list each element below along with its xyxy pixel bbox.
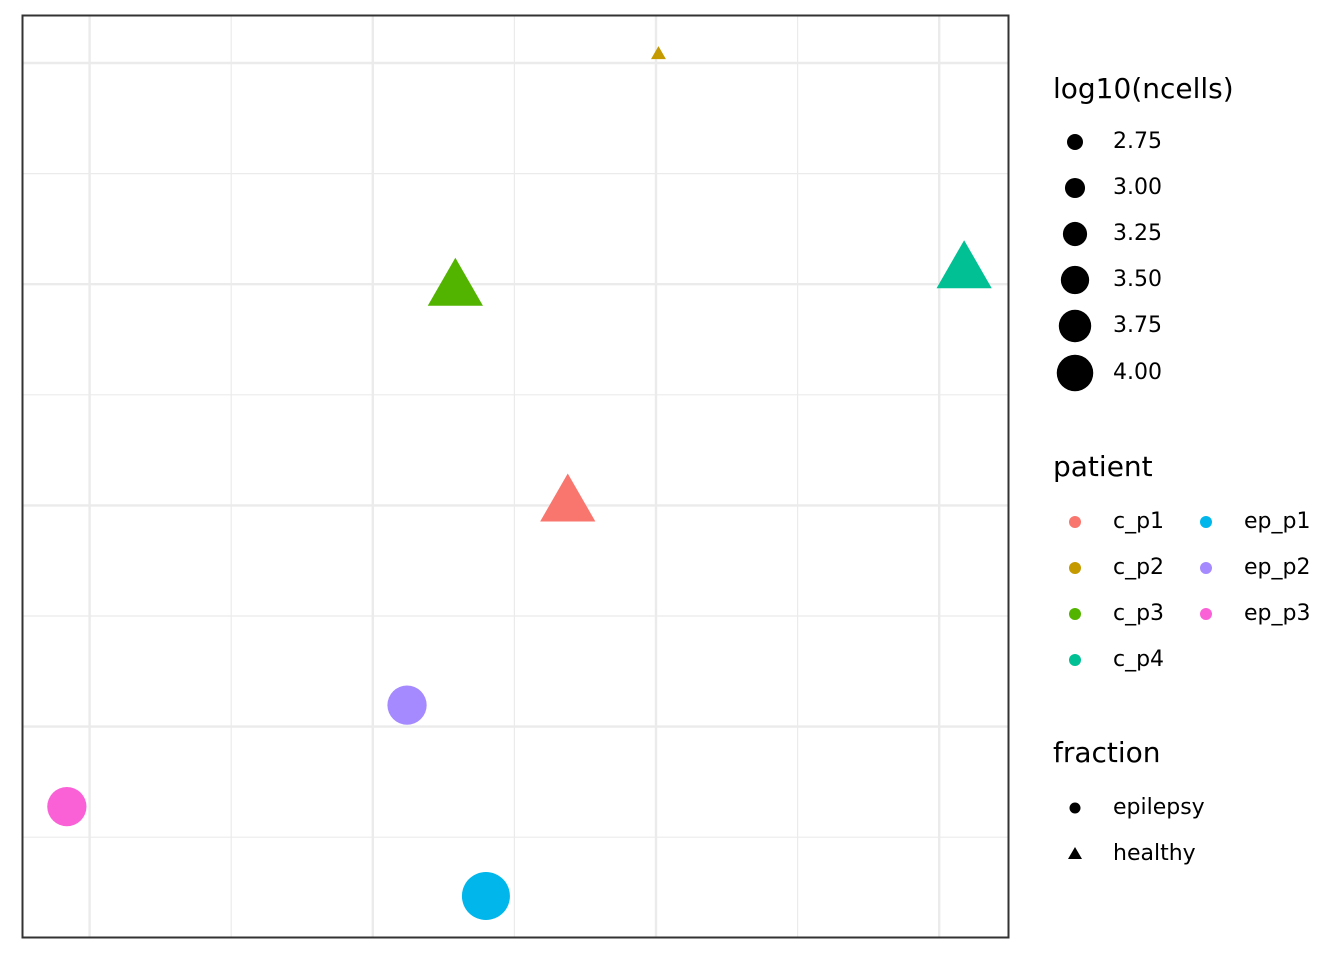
- legend-size-item: 3.25: [1053, 214, 1344, 254]
- size-key-icon: [1053, 306, 1097, 346]
- size-key-icon: [1053, 353, 1097, 393]
- patient-color-key-icon: [1184, 594, 1228, 634]
- patient-color-key-icon: [1184, 502, 1228, 542]
- size-key-circle: [1060, 265, 1090, 295]
- patient-key-dot: [1069, 654, 1081, 666]
- triangle-shape-icon: [1053, 834, 1097, 874]
- grid-lines: [22, 15, 1009, 938]
- legend-fraction-item: epilepsy: [1053, 788, 1344, 828]
- triangle-point-c_p2: [650, 46, 666, 60]
- patient-key-dot: [1200, 516, 1212, 528]
- size-key-circle: [1056, 354, 1094, 392]
- triangle-point-c_p3: [427, 257, 483, 306]
- legend-fraction-item: healthy: [1053, 834, 1344, 874]
- patient-color-key-icon: [1053, 594, 1097, 634]
- legend-patient-item: c_p4: [1053, 640, 1344, 680]
- size-key-icon: [1053, 214, 1097, 254]
- patient-key-dot: [1069, 562, 1081, 574]
- size-key-icon: [1053, 260, 1097, 300]
- legend-size-item: 3.50: [1053, 260, 1344, 300]
- plot-border: [21, 14, 1010, 939]
- patient-color-key-icon: [1053, 502, 1097, 542]
- circle-point-ep_p3: [47, 786, 87, 827]
- legend-patient-item: ep_p2: [1184, 548, 1344, 588]
- patient-key-dot: [1200, 608, 1212, 620]
- legend-patient-item: c_p1: [1053, 502, 1344, 542]
- size-key-circle: [1058, 309, 1092, 343]
- plot-panel: [22, 15, 1009, 938]
- legend-size-item: 2.75: [1053, 122, 1344, 162]
- circle-key: [1069, 802, 1081, 814]
- legend-size-title: log10(ncells): [1053, 72, 1234, 105]
- legend-size-item: 3.00: [1053, 168, 1344, 208]
- circle-point-ep_p2: [387, 685, 427, 725]
- patient-key-dot: [1200, 562, 1212, 574]
- legend-size-item: 4.00: [1053, 353, 1344, 393]
- size-key-icon: [1053, 168, 1097, 208]
- size-key-circle: [1062, 221, 1088, 247]
- circle-point-ep_p1: [461, 872, 510, 921]
- legend-size-item: 3.75: [1053, 306, 1344, 346]
- legend-patient-item: c_p3: [1053, 594, 1344, 634]
- patient-key-dot: [1069, 516, 1081, 528]
- legend-patient-item: ep_p3: [1184, 594, 1344, 634]
- patient-color-key-icon: [1053, 640, 1097, 680]
- circle-shape-icon: [1053, 788, 1097, 828]
- triangle-key: [1068, 847, 1082, 859]
- size-key-circle: [1067, 134, 1083, 150]
- legend-patient-item: c_p2: [1053, 548, 1344, 588]
- legend-patient-title: patient: [1053, 450, 1153, 483]
- triangle-point-c_p1: [540, 473, 596, 522]
- patient-color-key-icon: [1184, 548, 1228, 588]
- data-points: [47, 46, 992, 921]
- patient-color-key-icon: [1053, 548, 1097, 588]
- triangle-point-c_p4: [936, 240, 992, 289]
- legend-patient-item: ep_p1: [1184, 502, 1344, 542]
- patient-key-dot: [1069, 608, 1081, 620]
- size-key-icon: [1053, 122, 1097, 162]
- size-key-circle: [1064, 177, 1086, 199]
- legend-fraction-title: fraction: [1053, 736, 1161, 769]
